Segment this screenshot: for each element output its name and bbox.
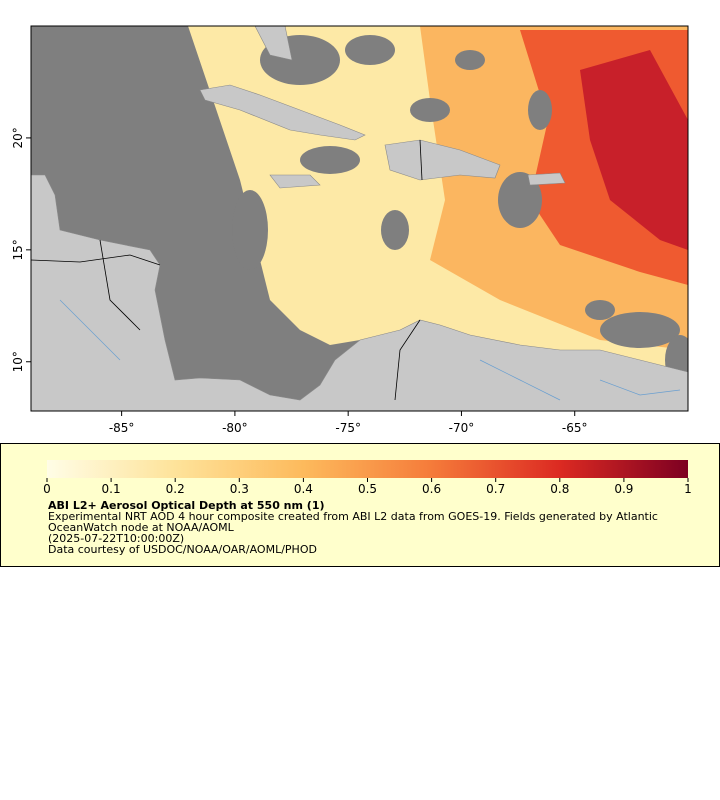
no-data: [232, 35, 688, 385]
land: [31, 26, 688, 411]
colorbar-tick-label: 0.8: [550, 482, 569, 496]
colorbar-tick-label: 0.7: [486, 482, 505, 496]
y-tick-label: 15°: [11, 239, 25, 260]
map: [31, 26, 688, 411]
legend-time: (2025-07-22T10:00:00Z): [48, 532, 185, 545]
x-tick-label: -80°: [222, 421, 248, 435]
map-frame: [30, 25, 689, 412]
colorbar-tick-label: 0.3: [230, 482, 249, 496]
x-tick-label: -75°: [335, 421, 361, 435]
borders: [31, 139, 423, 401]
colorbar-tick-label: 1: [684, 482, 692, 496]
x-tick-label: -65°: [562, 421, 588, 435]
x-tick-label: -70°: [449, 421, 475, 435]
colorbar-tick-label: 0: [43, 482, 51, 496]
aerosol-peak: [580, 50, 688, 250]
y-tick-label: 20°: [11, 127, 25, 148]
colorbar-tick-label: 0.6: [422, 482, 441, 496]
x-tick-label: -85°: [109, 421, 135, 435]
colorbar-tick-label: 0.9: [614, 482, 633, 496]
legend-title: ABI L2+ Aerosol Optical Depth at 550 nm …: [48, 499, 325, 512]
legend-credit: Data courtesy of USDOC/NOAA/OAR/AOML/PHO…: [48, 543, 317, 556]
y-tick-label: 10°: [11, 351, 25, 372]
colorbar-tick-label: 0.5: [358, 482, 377, 496]
colorbar-tick-label: 0.2: [166, 482, 185, 496]
legend-text: ABI L2+ Aerosol Optical Depth at 550 nm …: [48, 500, 698, 555]
axes: -85° -80° -75° -70° -65° 10° 15° 20°: [11, 127, 588, 435]
colorbar-tick-label: 0.4: [294, 482, 313, 496]
colorbar-axis: 0 0.1 0.2 0.3 0.4 0.5 0.6 0.7 0.8 0.9 1: [43, 478, 692, 496]
colorbar-tick-label: 0.1: [102, 482, 121, 496]
legend-description: Experimental NRT AOD 4 hour composite cr…: [48, 510, 658, 534]
rivers: [59, 299, 681, 401]
colorbar: [47, 460, 688, 478]
